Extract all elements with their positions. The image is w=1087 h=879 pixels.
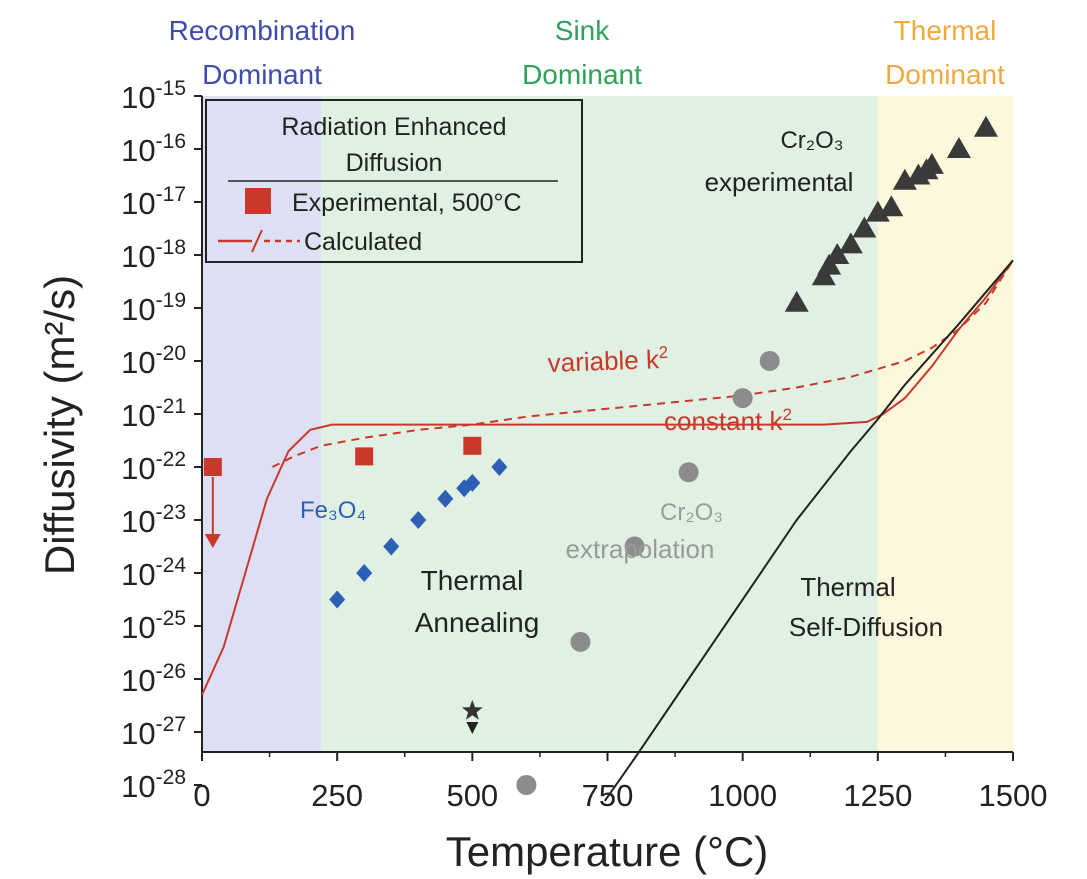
annotation-self-2: Self-Diffusion <box>789 612 943 642</box>
region-label-line2: Dominant <box>522 59 642 90</box>
annotation-cr2o3-exp-1: Cr₂O₃ <box>780 127 843 154</box>
y-tick-label: 10-24 <box>121 554 186 592</box>
x-tick-label: 0 <box>193 778 210 813</box>
point-cr2o3-experimental <box>865 200 890 222</box>
x-tick-label: 500 <box>446 778 498 813</box>
axes-layer: 0 250 500 750 1000 1250 150010-1510-1610-1710-… <box>36 77 1047 875</box>
point-experimental <box>463 436 482 455</box>
y-tick-label: 10-19 <box>121 289 186 327</box>
point-fe3o4 <box>464 473 481 492</box>
point-fe3o4 <box>383 537 400 556</box>
point-thermal-annealing <box>461 699 483 720</box>
y-tick-label: 10-21 <box>121 395 186 433</box>
point-cr2o3-extrapolation <box>732 388 753 409</box>
region-label-line2: Dominant <box>885 59 1005 90</box>
legend-slash-icon <box>251 229 263 253</box>
point-cr2o3-experimental <box>811 264 836 286</box>
legend: Radiation Enhanced Diffusion Experimental,… <box>205 99 583 263</box>
annotation-cr2o3-exp-2: experimental <box>705 167 854 197</box>
y-tick-label: 10-27 <box>121 713 186 751</box>
annotation-cr2o3-extrap-2: extrapolation <box>566 534 715 564</box>
y-tick-label: 10-20 <box>121 342 186 380</box>
y-tick-label: 10-16 <box>121 130 186 168</box>
point-cr2o3-extrapolation <box>678 462 699 483</box>
y-tick-label: 10-22 <box>121 448 186 486</box>
point-cr2o3-experimental <box>838 232 863 254</box>
point-cr2o3-experimental <box>892 168 917 190</box>
annotation-fe3o4: Fe₃O₄ <box>300 497 366 524</box>
y-tick-label: 10-28 <box>121 766 186 804</box>
y-tick-label: 10-17 <box>121 183 186 221</box>
point-cr2o3-extrapolation <box>759 351 780 371</box>
point-cr2o3-experimental <box>784 290 809 312</box>
legend-title-line1: Radiation Enhanced <box>281 113 506 141</box>
region-label-line1: Thermal <box>894 15 997 46</box>
point-cr2o3-extrapolation <box>624 536 645 557</box>
point-cr2o3-experimental <box>879 195 904 217</box>
point-fe3o4 <box>329 590 346 609</box>
point-experimental <box>203 458 222 476</box>
point-cr2o3-experimental <box>973 115 998 137</box>
x-tick-label: 1000 <box>708 778 777 813</box>
point-fe3o4 <box>356 564 373 582</box>
point-fe3o4 <box>437 489 454 508</box>
point-cr2o3-extrapolation <box>570 631 591 652</box>
point-cr2o3-extrapolation <box>516 775 537 795</box>
point-cr2o3-experimental <box>946 137 971 158</box>
region-thermal-dominant <box>877 96 1013 752</box>
y-tick-label: 10-23 <box>121 501 186 539</box>
y-tick-label: 10-15 <box>121 77 186 115</box>
annotation-cr2o3-extrap-1: Cr₂O₃ <box>660 499 723 526</box>
annotation-var-k: variable k2 <box>547 343 669 378</box>
annotation-anneal-1: Thermal <box>421 565 524 596</box>
region-label-line2: Dominant <box>202 59 322 90</box>
series-line-calculated-constant-k- <box>201 259 1014 696</box>
y-tick-label: 10-18 <box>121 236 186 274</box>
legend-calculated-label: Calculated <box>304 228 422 256</box>
point-fe3o4 <box>491 458 508 476</box>
lines-layer <box>201 259 1014 802</box>
legend-square-icon <box>245 188 271 214</box>
point-fe3o4 <box>410 511 427 529</box>
point-experimental <box>355 447 374 466</box>
legend-box <box>205 99 583 263</box>
point-cr2o3-experimental <box>919 152 944 174</box>
y-tick-label: 10-26 <box>121 660 186 698</box>
point-cr2o3-experimental <box>825 243 850 264</box>
labels-layer: Recombination Dominant Sink Dominant Thermal… <box>169 15 1006 642</box>
legend-experimental-label: Experimental, 500°C <box>292 189 522 217</box>
y-axis-title: Diffusivity (m²/s) <box>36 275 83 575</box>
points-layer <box>203 115 998 795</box>
x-tick-label: 1250 <box>843 778 912 813</box>
series-line-calculated-variable-k- <box>271 259 1014 468</box>
point-cr2o3-experimental <box>852 216 877 238</box>
point-cr2o3-experimental <box>817 253 842 275</box>
x-tick-label: 250 <box>311 778 363 813</box>
annotation-const-k: constant k2 <box>664 405 792 436</box>
series-line-thermal-self-diffusion <box>603 259 1014 802</box>
arrow-down-icon <box>204 534 221 548</box>
x-tick-label: 1500 <box>979 778 1048 813</box>
y-tick-label: 10-25 <box>121 607 186 645</box>
legend-title-line2: Diffusion <box>346 149 443 177</box>
annotation-anneal-2: Annealing <box>415 607 540 638</box>
x-axis-title: Temperature (°C) <box>446 828 769 875</box>
region-label-line1: Sink <box>555 15 610 46</box>
annotation-self-1: Thermal <box>800 572 895 602</box>
region-label-line1: Recombination <box>169 15 356 46</box>
arrow-down-icon <box>466 722 479 734</box>
